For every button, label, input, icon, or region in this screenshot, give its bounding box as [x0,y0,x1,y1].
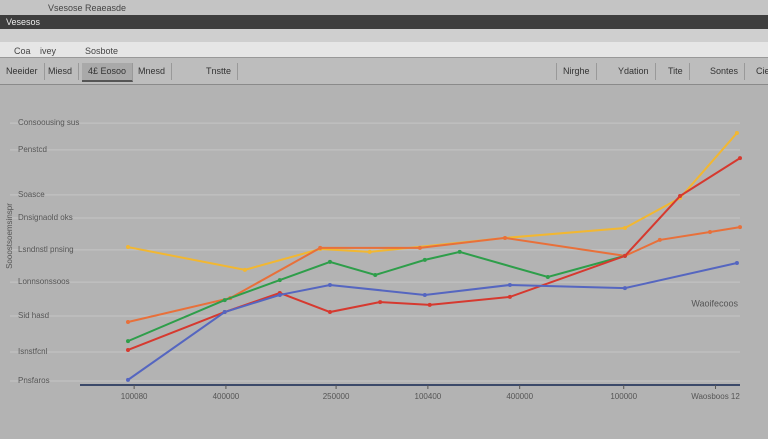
line [127,226,741,323]
x-tick-label: Waosboos 12 [691,392,740,401]
point [318,245,323,250]
point [277,278,282,283]
tab[interactable]: Cie [750,63,768,80]
point [242,267,247,272]
point [708,229,713,234]
annotation: Waoifecoos [691,298,738,308]
point [126,339,130,344]
point [422,292,427,297]
address-bar: Coa ivey Sosbote [0,42,768,58]
point [367,249,372,254]
tab[interactable]: Nirghe [556,63,597,80]
point [507,294,512,299]
address-item[interactable]: Coa [14,46,31,56]
line [127,132,738,271]
tab[interactable]: Sontes [704,63,746,80]
point [734,261,739,266]
y-tick-label: Dnsignaold oks [18,213,73,222]
point [378,300,383,305]
y-axis-label: Sooostsoemsinspr [5,203,14,269]
point [126,377,130,382]
y-tick-label: Lsndnstl pnsing [18,245,74,254]
menu-bar: Vesesos [0,15,768,29]
point [738,156,742,161]
point [502,235,507,240]
tab[interactable]: 4£ Eosoo [82,63,134,82]
point [427,302,432,307]
line [127,157,741,351]
point [457,249,462,254]
tab[interactable]: Miesd [42,63,80,80]
point [622,253,627,258]
point [327,310,332,315]
line [127,262,738,381]
point [222,298,227,303]
strip [0,29,768,42]
y-tick-label: Penstcd [18,145,47,154]
point [678,194,683,199]
x-tick-label: 100000 [610,392,637,401]
menu-label[interactable]: Vesesos [6,17,41,27]
point [126,347,130,352]
point [622,286,627,291]
x-tick-label: 250000 [323,392,350,401]
chart: Consoousing sus Penstcd Soasce Dnsignaold o… [5,118,742,401]
point [738,225,742,230]
x-tick-label: 400000 [213,392,240,401]
tab[interactable]: Tite [662,63,690,80]
point [277,292,282,297]
tab[interactable]: Mnesd [132,63,173,80]
y-tick-label: Pnsfaros [18,376,50,385]
x-tick-label: 400000 [506,392,533,401]
y-tick-label: Sid hasd [18,311,49,320]
point [545,274,550,279]
point [327,259,332,264]
address-item[interactable]: Sosbote [85,46,119,56]
y-tick-label: Soasce [18,190,45,199]
point [126,245,130,250]
point [126,320,130,325]
point [622,225,627,230]
y-tick-label: Lonnsonssoos [18,277,70,286]
point [657,237,662,242]
point [373,272,378,277]
tab[interactable]: Neeider [0,63,45,80]
window-title: Vsesose Reaeasde [48,3,127,13]
point [734,131,739,136]
title-bar: Vsesose Reaeasde [0,0,768,15]
point [507,282,512,287]
point [327,282,332,287]
x-tick-label: 100080 [121,392,148,401]
tab[interactable]: Tnstte [200,63,239,80]
y-tick-label: Consoousing sus [18,118,79,127]
point [422,257,427,262]
point [222,310,227,315]
x-tick-label: 100400 [415,392,442,401]
y-tick-label: Isnstfcnl [18,347,48,356]
tab[interactable]: Ydation [612,63,656,80]
point [417,245,422,250]
toolbar: Neeider Miesd 4£ Eosoo Mnesd Tnstte Nirg… [0,58,768,85]
address-item[interactable]: ivey [40,46,57,56]
